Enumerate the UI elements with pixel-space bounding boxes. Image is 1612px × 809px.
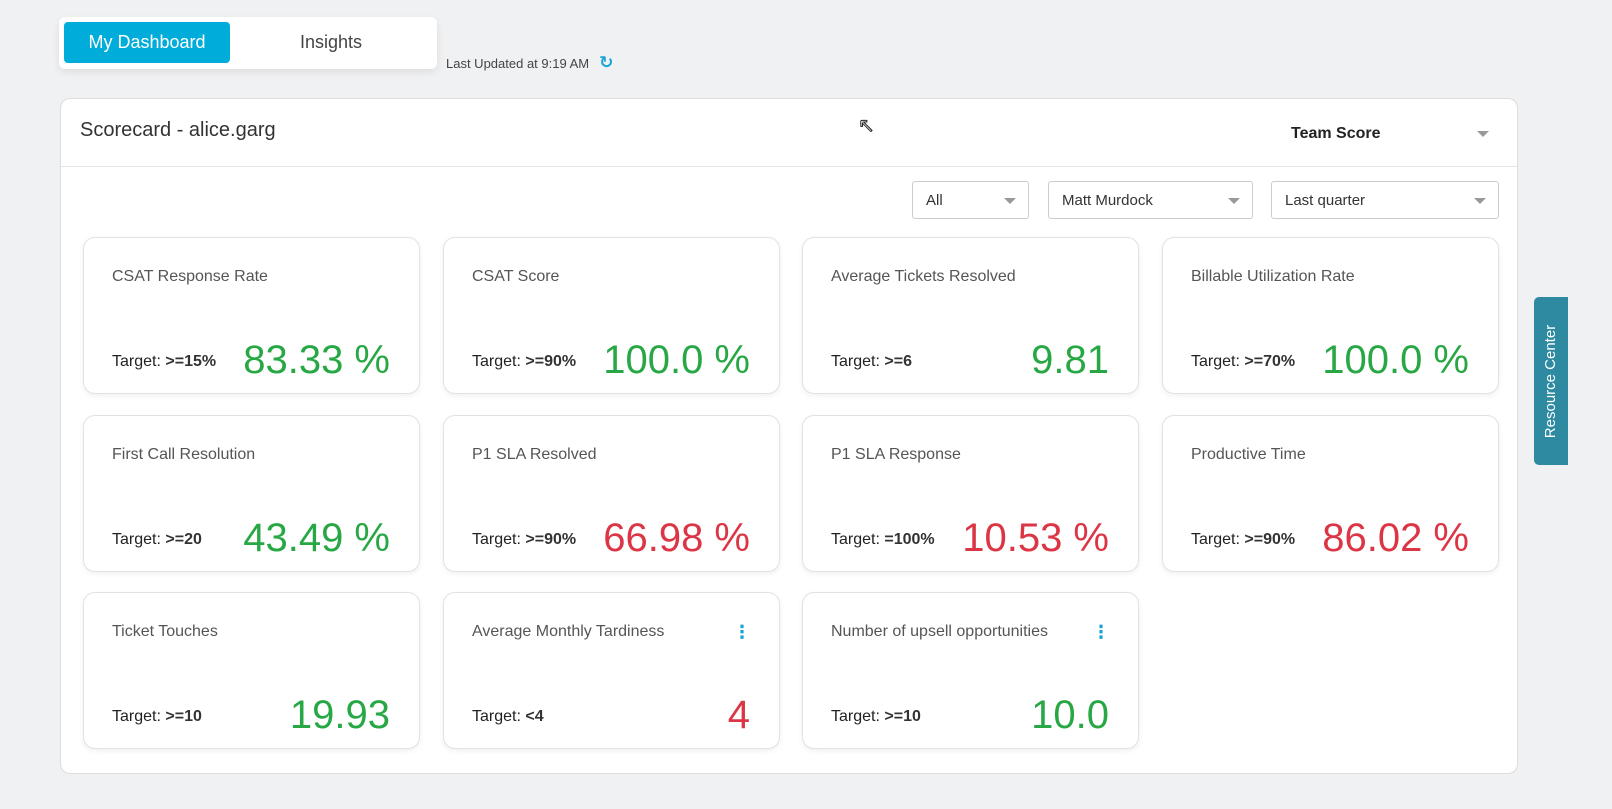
- metric-target: Target: =100%: [831, 531, 935, 549]
- target-label: Target:: [472, 353, 521, 370]
- metric-target: Target: <4: [472, 708, 544, 726]
- person-filter-value: Matt Murdock: [1062, 192, 1153, 209]
- metric-value: 100.0 %: [603, 338, 750, 382]
- target-label: Target:: [1191, 353, 1240, 370]
- page-title: Scorecard - alice.garg: [80, 119, 276, 141]
- scorecard-header: Scorecard - alice.garg Team Score: [61, 99, 1517, 167]
- metric-card[interactable]: Average Monthly Tardiness ⋮ Target: <4 4: [443, 592, 780, 749]
- target-value: =100%: [884, 531, 935, 548]
- metric-card[interactable]: CSAT Score Target: >=90% 100.0 %: [443, 237, 780, 394]
- more-options-icon[interactable]: ⋮: [733, 622, 751, 642]
- tab-my-dashboard[interactable]: My Dashboard: [64, 22, 230, 63]
- metric-value: 19.93: [289, 693, 390, 737]
- target-value: >=10: [165, 708, 202, 725]
- person-filter-select[interactable]: Matt Murdock: [1048, 181, 1253, 219]
- metric-card[interactable]: P1 SLA Response Target: =100% 10.53 %: [802, 415, 1139, 572]
- chevron-down-icon: [1228, 198, 1240, 204]
- target-label: Target:: [112, 708, 161, 725]
- metric-title: Average Tickets Resolved: [831, 268, 1016, 285]
- target-label: Target:: [472, 708, 521, 725]
- target-value: >=70%: [1244, 353, 1296, 370]
- resource-center-label: Resource Center: [1542, 324, 1560, 438]
- metric-title: First Call Resolution: [112, 446, 256, 463]
- view-tabs: My Dashboard Insights: [59, 17, 437, 69]
- metric-card[interactable]: Billable Utilization Rate Target: >=70% 10…: [1162, 237, 1499, 394]
- tab-insights[interactable]: Insights: [299, 32, 363, 52]
- metric-card[interactable]: Number of upsell opportunities ⋮ Target: >…: [802, 592, 1139, 749]
- last-updated-text: Last Updated at 9:19 AM: [446, 55, 590, 71]
- metric-card[interactable]: Average Tickets Resolved Target: >=6 9.81: [802, 237, 1139, 394]
- target-label: Target:: [831, 353, 880, 370]
- score-type-select[interactable]: Team Score: [1291, 125, 1501, 143]
- metric-title: Ticket Touches: [112, 623, 218, 640]
- mouse-cursor-icon: ↖: [858, 115, 876, 138]
- metric-value: 86.02 %: [1322, 516, 1469, 560]
- metric-target: Target: >=10: [831, 708, 921, 726]
- metric-card[interactable]: First Call Resolution Target: >=20 43.49 %: [83, 415, 420, 572]
- target-label: Target:: [472, 531, 521, 548]
- metric-value: 66.98 %: [603, 516, 750, 560]
- metric-value: 43.49 %: [243, 516, 390, 560]
- target-value: >=15%: [165, 353, 217, 370]
- metric-title: P1 SLA Response: [831, 446, 961, 463]
- metric-card[interactable]: Productive Time Target: >=90% 86.02 %: [1162, 415, 1499, 572]
- chevron-down-icon: [1474, 198, 1486, 204]
- metric-title: Number of upsell opportunities: [831, 623, 1049, 640]
- metric-value: 100.0 %: [1322, 338, 1469, 382]
- target-label: Target:: [1191, 531, 1240, 548]
- period-filter-value: Last quarter: [1285, 192, 1366, 209]
- target-label: Target:: [831, 708, 880, 725]
- metric-title: Productive Time: [1191, 446, 1306, 463]
- score-type-value: Team Score: [1291, 125, 1381, 142]
- chevron-down-icon: [1477, 131, 1489, 137]
- metric-target: Target: >=20: [112, 531, 202, 549]
- metric-title: Average Monthly Tardiness: [472, 623, 665, 640]
- metric-value: 10.53 %: [962, 516, 1109, 560]
- target-value: <4: [525, 708, 544, 725]
- metric-target: Target: >=10: [112, 708, 202, 726]
- target-value: >=90%: [525, 531, 577, 548]
- scorecard-panel: Scorecard - alice.garg Team Score All Ma…: [60, 98, 1518, 774]
- metric-target: Target: >=90%: [472, 531, 576, 549]
- metric-title: Billable Utilization Rate: [1191, 268, 1355, 285]
- metric-target: Target: >=6: [831, 353, 912, 371]
- target-value: >=20: [165, 531, 202, 548]
- metric-target: Target: >=70%: [1191, 353, 1295, 371]
- resource-center-button[interactable]: Resource Center: [1534, 297, 1568, 465]
- target-label: Target:: [112, 353, 161, 370]
- metric-value: 9.81: [1031, 338, 1109, 382]
- metric-title: CSAT Score: [472, 268, 560, 285]
- refresh-icon[interactable]: ↻: [599, 53, 614, 72]
- more-options-icon[interactable]: ⋮: [1092, 622, 1110, 642]
- metric-value: 10.0: [1031, 693, 1109, 737]
- metric-card[interactable]: CSAT Response Rate Target: >=15% 83.33 %: [83, 237, 420, 394]
- last-updated: Last Updated at 9:19 AM ↻: [446, 53, 613, 73]
- target-value: >=6: [884, 353, 912, 370]
- target-value: >=90%: [525, 353, 577, 370]
- target-label: Target:: [112, 531, 161, 548]
- metric-target: Target: >=90%: [1191, 531, 1295, 549]
- target-value: >=90%: [1244, 531, 1296, 548]
- target-label: Target:: [831, 531, 880, 548]
- chevron-down-icon: [1004, 198, 1016, 204]
- metric-target: Target: >=15%: [112, 353, 216, 371]
- period-filter-select[interactable]: Last quarter: [1271, 181, 1499, 219]
- type-filter-value: All: [926, 192, 943, 209]
- metric-card[interactable]: P1 SLA Resolved Target: >=90% 66.98 %: [443, 415, 780, 572]
- metric-value: 4: [727, 693, 750, 737]
- type-filter-select[interactable]: All: [912, 181, 1029, 219]
- metric-title: CSAT Response Rate: [112, 268, 268, 285]
- metric-value: 83.33 %: [243, 338, 390, 382]
- metric-title: P1 SLA Resolved: [472, 446, 597, 463]
- metric-card[interactable]: Ticket Touches Target: >=10 19.93: [83, 592, 420, 749]
- target-value: >=10: [884, 708, 921, 725]
- metric-target: Target: >=90%: [472, 353, 576, 371]
